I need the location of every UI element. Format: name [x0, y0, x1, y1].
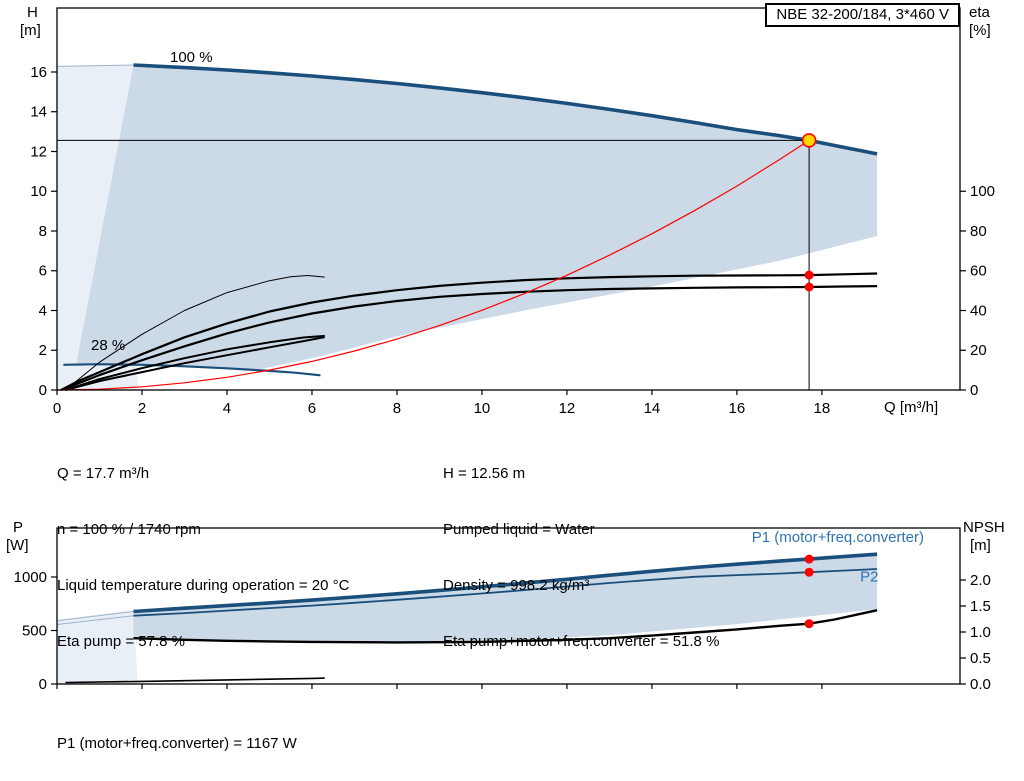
y-right-tick-label: 0.0: [970, 676, 991, 693]
y-left-tick-label: 6: [39, 263, 47, 280]
y-left-tick-label: 0: [39, 676, 47, 693]
eta-axis-letter: eta: [969, 4, 990, 21]
pump-curve-28pct: [63, 363, 321, 377]
hq-eta-chart-frame: [56, 7, 961, 391]
y-right-tick-label: 1.5: [970, 598, 991, 615]
y-right-tick-label: 2.0: [970, 572, 991, 589]
info-head: H = 12.56 m: [443, 465, 526, 482]
speed-28-label: 28 %: [91, 337, 125, 354]
y-right-tick-label: 0.5: [970, 650, 991, 667]
y-right-tick-label: 80: [970, 223, 987, 240]
x-tick-label: 6: [308, 400, 316, 417]
p2-min-extension: [56, 615, 134, 625]
y-left-tick-label: 2: [39, 342, 47, 359]
eta-axis-unit: [%]: [969, 22, 991, 39]
x-tick-label: 18: [814, 400, 831, 417]
pump-type-box: NBE 32-200/184, 3*460 V: [765, 3, 960, 27]
system-curve: [56, 139, 810, 391]
npsh-axis-unit: [m]: [970, 537, 991, 554]
p1-curve-label: P1 (motor+freq.converter): [752, 529, 924, 546]
eta-reduced-curve-b: [65, 336, 325, 391]
eta-reduced-curve-a: [65, 334, 325, 391]
y-right-tick-label: 20: [970, 342, 987, 359]
info-flow: Q = 17.7 m³/h: [57, 465, 150, 482]
y-right-tick-label: 40: [970, 302, 987, 319]
npsh-curve: [133, 609, 878, 644]
y-left-tick-label: 0: [39, 382, 47, 399]
power-reduced-curve: [65, 677, 325, 684]
p1-curve: [133, 552, 878, 614]
x-tick-label: 4: [223, 400, 231, 417]
p1-min-extension: [56, 611, 134, 622]
eta-total-point: [804, 282, 814, 292]
duty-info-right: H = 12.56 m Pumped liquid = Water Densit…: [443, 429, 719, 687]
info-p1: P1 (motor+freq.converter) = 1167 W: [57, 735, 297, 752]
y-left-tick-label: 14: [30, 104, 47, 121]
y-left-tick-label: 8: [39, 223, 47, 240]
h-axis-letter: H: [27, 4, 38, 21]
p2-curve-label: P2: [860, 568, 878, 585]
info-liquid: Pumped liquid = Water: [443, 521, 595, 538]
info-speed: n = 100 % / 1740 rpm: [57, 521, 201, 538]
duty-point-marker: [801, 133, 817, 148]
npsh-axis-letter: NPSH: [963, 519, 1005, 536]
eta-reduced-thin-curve: [65, 275, 325, 391]
p-axis-unit: [W]: [6, 537, 29, 554]
p1-point: [804, 554, 814, 564]
x-tick-label: 8: [393, 400, 401, 417]
p2-point: [804, 567, 814, 577]
p-axis-letter: P: [13, 519, 24, 536]
y-left-tick-label: 16: [30, 64, 47, 81]
x-tick-label: 0: [53, 400, 61, 417]
x-tick-label: 12: [559, 400, 576, 417]
q-axis-label: Q [m³/h]: [884, 399, 939, 416]
info-eta-total: Eta pump+motor+freq.converter = 51.8 %: [443, 633, 720, 650]
pump-curve-100-extension: [56, 64, 134, 67]
info-temperature: Liquid temperature during operation = 20…: [57, 577, 350, 594]
y-right-tick-label: 0: [970, 382, 978, 399]
y-right-tick-label: 60: [970, 263, 987, 280]
y-right-tick-label: 100: [970, 183, 995, 200]
pump-type-label: NBE 32-200/184, 3*460 V: [776, 6, 949, 23]
y-left-tick-label: 500: [22, 623, 47, 640]
y-left-tick-label: 12: [30, 143, 47, 160]
y-left-tick-label: 4: [39, 302, 47, 319]
y-left-tick-label: 10: [30, 183, 47, 200]
power-envelope-light: [57, 610, 138, 684]
h-axis-unit: [m]: [20, 22, 41, 39]
y-right-tick-label: 1.0: [970, 624, 991, 641]
eta-pump-curve: [60, 272, 878, 391]
y-left-tick-label: 1000: [14, 569, 47, 586]
pump-curve-100pct: [133, 63, 878, 156]
eta-total-curve: [60, 285, 878, 392]
hq-eta-chart: 0 2 4 6 8 10 12 14 16 18 0 2 4 6 8 10 12 14 16 0 20 40 60 80 100…: [30, 7, 995, 417]
power-envelope: [133, 552, 878, 644]
x-tick-label: 14: [644, 400, 661, 417]
x-tick-label: 10: [474, 400, 491, 417]
eta-pump-point: [804, 270, 814, 280]
info-eta-pump: Eta pump = 57.8 %: [57, 633, 185, 650]
x-tick-label: 2: [138, 400, 146, 417]
info-density: Density = 998.2 kg/m³: [443, 577, 590, 594]
duty-info-left: Q = 17.7 m³/h n = 100 % / 1740 rpm Liqui…: [57, 429, 349, 687]
result-info: P1 (motor+freq.converter) = 1167 W P2 = …: [57, 699, 297, 781]
x-tick-label: 16: [729, 400, 746, 417]
operating-envelope: [76, 65, 878, 370]
p2-curve: [133, 568, 878, 617]
npsh-point: [804, 619, 814, 629]
speed-100-label: 100 %: [170, 49, 213, 66]
power-npsh-chart: 0 500 1000 0.0 0.5 1.0 1.5 2.0 P1 (motor+freq.co…: [14, 527, 991, 693]
